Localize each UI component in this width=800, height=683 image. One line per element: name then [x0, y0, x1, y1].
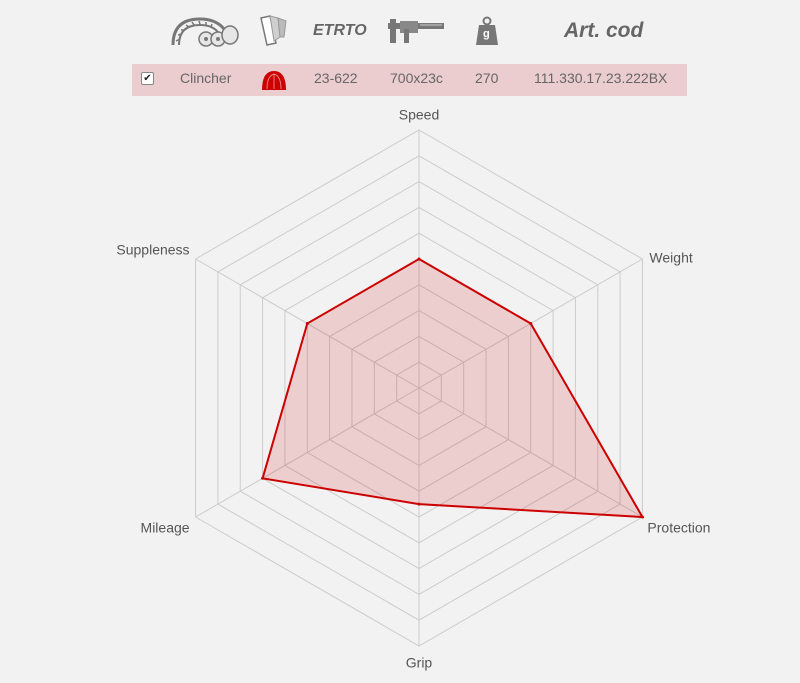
color-swatch-icon [258, 15, 290, 52]
data-point [261, 476, 265, 480]
weight-icon-letter: g [483, 28, 490, 40]
grid-spoke [418, 387, 643, 518]
axis-label-grip: Grip [406, 655, 433, 671]
tire-type-cell: Clincher [180, 70, 232, 86]
data-point [640, 515, 644, 519]
art-code-cell: 111.330.17.23.222BX [534, 70, 668, 86]
caliper-icon [386, 17, 446, 50]
size-cell: 700x23c [390, 70, 443, 86]
art-code-header: Art. cod [564, 19, 644, 42]
axis-label-suppleness: Suppleness [116, 242, 189, 258]
series-area [261, 257, 645, 519]
axis-label-mileage: Mileage [141, 520, 190, 536]
etrto-cell: 23-622 [314, 70, 358, 86]
axis-label-speed: Speed [399, 107, 439, 123]
etrto-header: ETRTO [313, 22, 367, 39]
data-point [417, 257, 421, 261]
tire-wheel-icon [170, 15, 240, 52]
data-point [417, 502, 421, 506]
product-row[interactable]: ✔ Clincher 23-622 700x23c 270 111.330.17… [132, 64, 687, 96]
axis-label-protection: Protection [647, 520, 710, 536]
weight-cell: 270 [475, 70, 499, 86]
tire-color-swatch [260, 68, 288, 100]
data-point [529, 322, 533, 325]
compare-checkbox[interactable]: ✔ [141, 72, 154, 85]
axis-label-weight: Weight [649, 250, 692, 266]
column-header-bar: ETRTO g Art. cod [0, 0, 800, 60]
grid-spoke [195, 387, 420, 518]
weight-icon: g [475, 16, 499, 51]
data-point [305, 322, 309, 325]
